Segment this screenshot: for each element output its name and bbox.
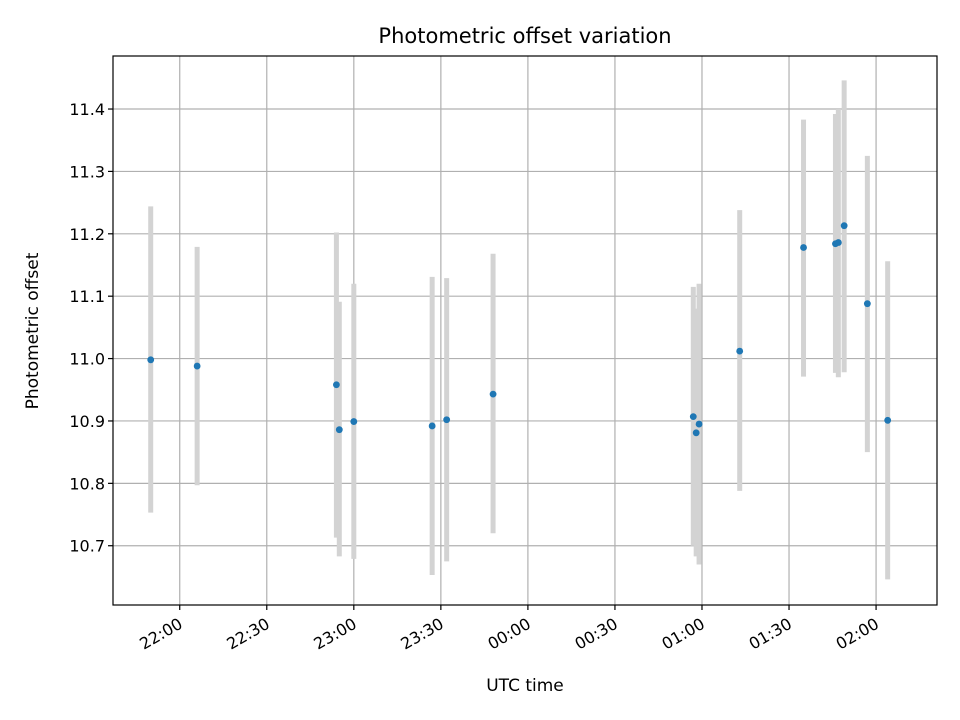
data-point	[863, 300, 871, 308]
y-tick-label: 10.9	[69, 412, 105, 431]
y-axis-ticks: 10.7 10.8 10.9 11.0 11.1 11.2 11.3 11.4	[69, 100, 113, 556]
y-axis-label: Photometric offset	[23, 252, 43, 409]
data-point	[193, 362, 201, 370]
y-tick-label: 11.0	[69, 350, 105, 369]
data-point	[350, 418, 358, 425]
data-point	[428, 422, 436, 430]
plot-frame	[112, 55, 938, 606]
point-layer	[147, 222, 892, 437]
grid-layer	[113, 56, 937, 605]
data-point	[147, 356, 155, 364]
y-tick-label: 11.2	[69, 225, 105, 244]
y-tick-label: 10.7	[69, 537, 105, 556]
data-point	[695, 420, 703, 428]
data-point	[489, 390, 497, 398]
data-point	[335, 426, 343, 434]
y-tick-label: 11.1	[69, 287, 105, 306]
y-tick-label: 11.3	[69, 162, 105, 181]
y-tick-label: 10.8	[69, 474, 105, 493]
data-point	[689, 413, 697, 420]
data-point	[333, 381, 340, 389]
data-point	[800, 244, 807, 251]
y-tick-label: 11.4	[69, 100, 105, 119]
data-point	[884, 416, 892, 424]
data-point	[736, 347, 744, 355]
data-point	[840, 222, 848, 230]
data-point	[443, 416, 451, 424]
chart-title: Photometric offset variation	[378, 24, 671, 48]
data-point	[834, 239, 842, 246]
x-axis-label: UTC time	[486, 676, 564, 696]
data-point	[692, 429, 700, 437]
